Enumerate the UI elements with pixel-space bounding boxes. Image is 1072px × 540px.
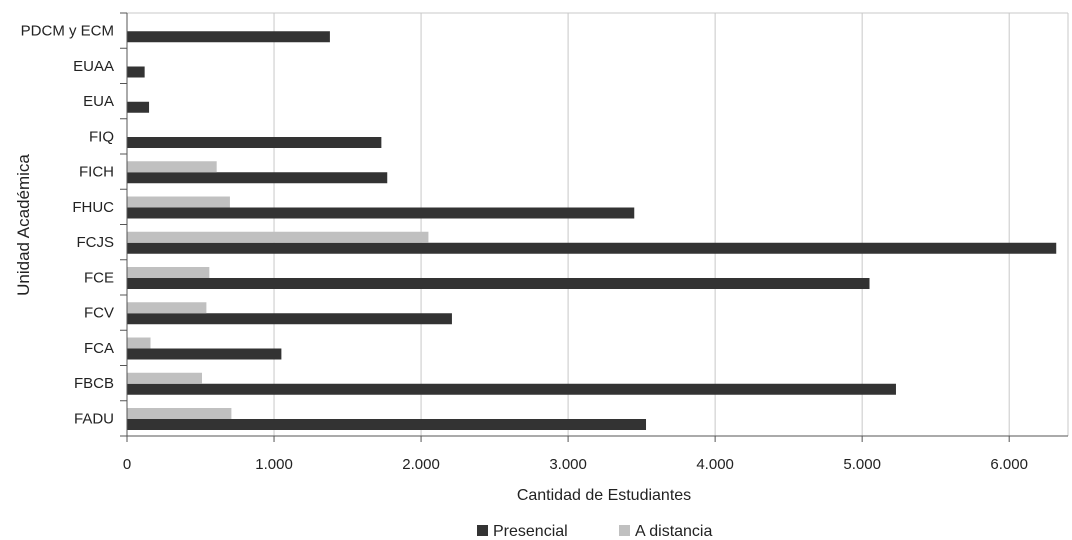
bar-presencial-fadu [127, 419, 647, 430]
x-axis-label: Cantidad de Estudiantes [517, 487, 691, 504]
bar-presencial-fca [127, 348, 282, 360]
bar-a-distancia-fca [127, 337, 151, 349]
x-tick-labels: 0 1.000 2.000 3.000 4.000 5.000 6.000 [123, 456, 1028, 473]
bar-a-distancia-fich [127, 161, 217, 173]
bar-presencial-fcjs [127, 242, 1057, 254]
x-tick-label: 1.000 [255, 456, 293, 473]
y-tick-label-fiq: FIQ [89, 128, 114, 145]
y-tick-label-euaa: EUAA [73, 58, 114, 75]
y-tick-label-fhuc: FHUC [72, 199, 114, 216]
y-tick-label-fbcb: FBCB [74, 375, 114, 392]
x-tick-label: 4.000 [696, 456, 734, 473]
legend-label-a-distancia: A distancia [635, 523, 712, 540]
y-axis-label: Unidad Académica [14, 154, 33, 296]
legend-label-presencial: Presencial [493, 523, 568, 540]
bar-presencial-fce [127, 278, 870, 289]
bar-presencial-fich [127, 172, 388, 184]
grid-lines [127, 12, 1069, 436]
legend: Presencial A distancia [477, 523, 712, 540]
bar-presencial-eua [127, 101, 150, 113]
bar-presencial-fhuc [127, 207, 635, 219]
y-tick-label-fadu: FADU [74, 410, 114, 427]
x-tick-label: 0 [123, 456, 131, 473]
y-tick-labels: FADU FBCB FCA FCV FCE FCJS FHUC FICH FIQ EUA EUAA P… [21, 23, 114, 428]
bar-presencial-fiq [127, 137, 382, 148]
x-tick-label: 3.000 [549, 456, 587, 473]
y-tick-label-eua: EUA [83, 93, 114, 110]
bar-presencial-euaa [127, 66, 145, 78]
bar-a-distancia-fadu [127, 408, 232, 419]
bars [127, 31, 1057, 430]
bar-a-distancia-fbcb [127, 372, 202, 384]
x-tick-label: 2.000 [402, 456, 440, 473]
x-tick-label: 5.000 [843, 456, 881, 473]
x-tick-label: 6.000 [990, 456, 1028, 473]
y-tick-label-fcjs: FCJS [77, 234, 115, 251]
bar-a-distancia-fcv [127, 302, 207, 314]
y-tick-label-fca: FCA [84, 340, 114, 357]
legend-swatch-presencial [477, 525, 488, 536]
bar-presencial-fbcb [127, 383, 896, 395]
bar-a-distancia-fcjs [127, 231, 429, 243]
axes [120, 12, 1068, 442]
bar-presencial-fcv [127, 313, 452, 325]
bar-a-distancia-fce [127, 267, 210, 278]
legend-swatch-a-distancia [619, 525, 630, 536]
y-tick-label-pdcm-y-ecm: PDCM y ECM [21, 23, 114, 40]
y-tick-label-fcv: FCV [84, 305, 114, 322]
y-tick-label-fich: FICH [79, 164, 114, 181]
y-tick-label-fce: FCE [84, 269, 114, 286]
bar-a-distancia-fhuc [127, 196, 230, 208]
bar-presencial-pdcm-y-ecm [127, 31, 330, 43]
